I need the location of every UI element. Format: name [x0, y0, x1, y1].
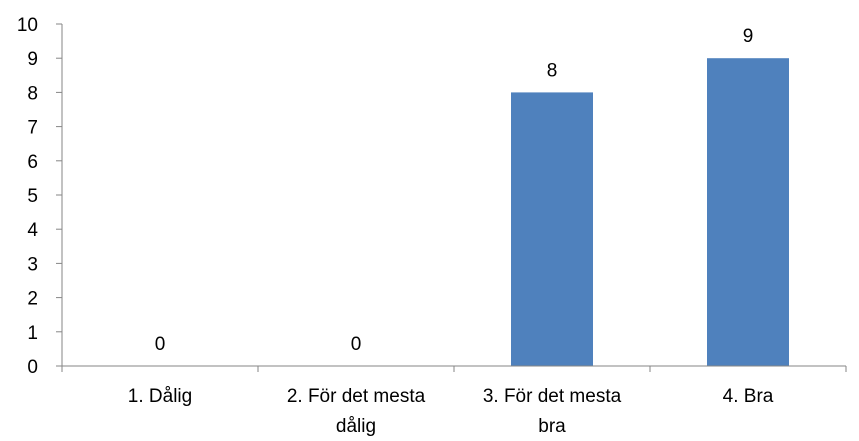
x-category-label: 2. För det mesta dålig: [287, 386, 426, 437]
x-category-label: 3. För det mesta bra: [483, 386, 622, 437]
bars: [511, 58, 789, 367]
y-tick-label: 9: [27, 49, 38, 70]
x-axis-ticks: [61, 366, 847, 372]
data-label: 0: [155, 334, 166, 355]
y-tick-label: 2: [27, 289, 38, 310]
y-tick-label: 5: [27, 186, 38, 207]
data-labels: 0 0 8 9: [155, 26, 754, 355]
y-tick-label: 8: [27, 83, 38, 104]
y-tick-label: 4: [27, 220, 38, 241]
y-tick-label: 3: [27, 254, 38, 275]
bar: [511, 92, 593, 367]
x-category-label: 4. Bra: [723, 386, 774, 407]
y-tick-label: 1: [27, 323, 38, 344]
bar: [707, 58, 789, 366]
data-label: 0: [351, 334, 362, 355]
y-tick-label: 10: [17, 15, 38, 36]
x-axis-labels: 1. Dålig 2. För det mesta dålig 3. För det …: [128, 386, 774, 437]
y-tick-label: 0: [27, 357, 38, 378]
y-axis-ticks: 0 1 2 3 4 5 6 7 8 9 10: [17, 15, 62, 378]
data-label: 9: [743, 26, 754, 47]
data-label: 8: [547, 60, 558, 81]
y-tick-label: 6: [27, 152, 38, 173]
y-tick-label: 7: [27, 118, 38, 139]
x-category-label: 1. Dålig: [128, 386, 192, 407]
